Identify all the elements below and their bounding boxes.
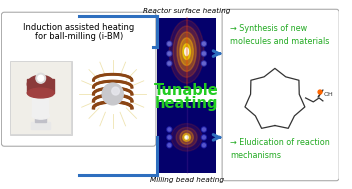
Circle shape xyxy=(202,42,205,45)
FancyBboxPatch shape xyxy=(222,9,339,181)
Circle shape xyxy=(201,61,206,66)
Bar xyxy=(35,94,46,122)
Ellipse shape xyxy=(183,44,190,60)
Ellipse shape xyxy=(173,26,200,77)
FancyBboxPatch shape xyxy=(11,63,71,134)
FancyBboxPatch shape xyxy=(157,102,216,173)
Circle shape xyxy=(201,135,206,140)
Circle shape xyxy=(167,135,172,140)
Ellipse shape xyxy=(183,133,190,141)
Ellipse shape xyxy=(176,128,197,147)
Text: → Eludication of reaction
mechanisms: → Eludication of reaction mechanisms xyxy=(230,138,329,160)
Circle shape xyxy=(202,62,205,65)
FancyBboxPatch shape xyxy=(10,61,73,135)
FancyBboxPatch shape xyxy=(157,18,216,89)
Ellipse shape xyxy=(27,75,54,93)
Text: Tunable: Tunable xyxy=(154,83,219,98)
Circle shape xyxy=(167,143,172,148)
Ellipse shape xyxy=(185,135,189,139)
Text: for ball-milling (i-BM): for ball-milling (i-BM) xyxy=(34,32,123,41)
Circle shape xyxy=(167,51,172,56)
Ellipse shape xyxy=(27,88,54,98)
Circle shape xyxy=(102,83,123,105)
Circle shape xyxy=(38,75,44,81)
Ellipse shape xyxy=(32,112,49,119)
Bar xyxy=(32,92,49,116)
Circle shape xyxy=(202,136,205,139)
Circle shape xyxy=(201,127,206,132)
Circle shape xyxy=(202,144,205,147)
Circle shape xyxy=(167,41,172,46)
Bar xyxy=(27,79,54,93)
Text: Induction assisted heating: Induction assisted heating xyxy=(23,22,134,32)
Circle shape xyxy=(168,144,171,147)
Ellipse shape xyxy=(177,32,196,71)
Text: Reactor surface heating: Reactor surface heating xyxy=(143,8,230,14)
Circle shape xyxy=(202,52,205,55)
Circle shape xyxy=(202,128,205,131)
FancyBboxPatch shape xyxy=(1,12,156,146)
Circle shape xyxy=(318,90,322,94)
Circle shape xyxy=(36,73,45,83)
Ellipse shape xyxy=(186,136,188,138)
Circle shape xyxy=(201,143,206,148)
Circle shape xyxy=(201,51,206,56)
Bar xyxy=(31,122,50,129)
Circle shape xyxy=(167,61,172,66)
Text: heating: heating xyxy=(155,96,218,111)
Ellipse shape xyxy=(169,20,204,83)
Circle shape xyxy=(167,127,172,132)
Circle shape xyxy=(112,87,119,95)
Circle shape xyxy=(168,128,171,131)
Ellipse shape xyxy=(185,48,189,56)
Text: OH: OH xyxy=(324,92,334,98)
Ellipse shape xyxy=(180,38,193,65)
Circle shape xyxy=(168,136,171,139)
Circle shape xyxy=(201,41,206,46)
Circle shape xyxy=(168,62,171,65)
Circle shape xyxy=(168,42,171,45)
Ellipse shape xyxy=(180,130,193,144)
Text: Milling bead heating: Milling bead heating xyxy=(150,177,224,183)
Circle shape xyxy=(168,52,171,55)
Ellipse shape xyxy=(171,124,202,151)
Text: → Synthesis of new
molecules and materials: → Synthesis of new molecules and materia… xyxy=(230,24,329,46)
